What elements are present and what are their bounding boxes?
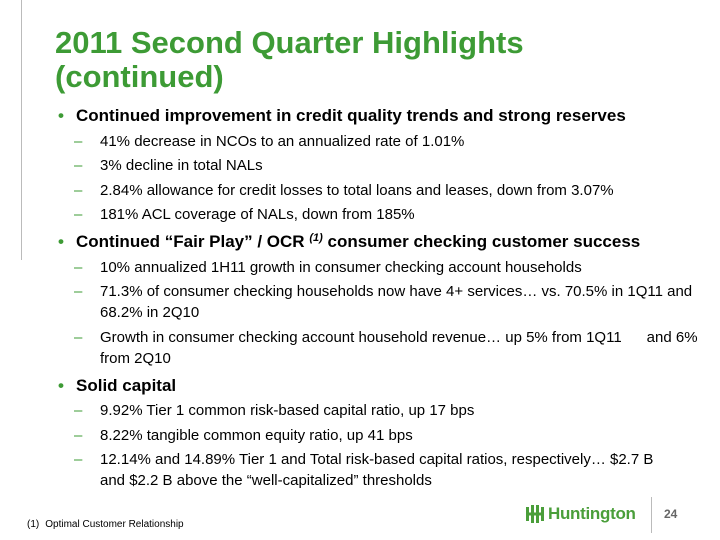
sub-bullet: 3% decline in total NALs [58,155,712,176]
section: Continued improvement in credit quality … [58,105,718,225]
sub-bullet: 2.84% allowance for credit losses to tot… [58,180,712,201]
section: Solid capital 9.92% Tier 1 common risk-ba… [58,375,718,492]
section-heading: Solid capital [58,375,718,397]
sub-bullet: 181% ACL coverage of NALs, down from 185… [58,204,712,225]
separator [651,497,652,533]
heading-text: Continued “Fair Play” / OCR [76,232,310,251]
section-heading: Continued “Fair Play” / OCR (1) consumer… [58,231,718,253]
heading-text: Solid capital [76,375,177,395]
sub-bullet: 41% decrease in NCOs to an annualized ra… [58,131,712,152]
section-heading: Continued improvement in credit quality … [58,105,718,127]
sub-bullet: 9.92% Tier 1 common risk-based capital r… [58,400,712,421]
logo-mark [526,505,544,523]
sub-bullet: 12.14% and 14.89% Tier 1 and Total risk-… [58,449,660,491]
footnote: (1) Optimal Customer Relationship [27,519,190,530]
footnote-marker: (1) [27,519,40,530]
sub-bullet: 8.22% tangible common equity ratio, up 4… [58,425,712,446]
page-number: 24 [664,507,678,521]
logo-text: Huntington [548,504,636,523]
slide-title: 2011 Second Quarter Highlights (continue… [55,25,524,94]
divider-line [21,0,22,260]
sub-bullet: 71.3% of consumer checking households no… [58,281,712,323]
sub-bullet: Growth in consumer checking account hous… [58,327,712,369]
footnote-ref: (1) [309,232,323,244]
bullet-list: Continued improvement in credit quality … [58,99,718,495]
section: Continued “Fair Play” / OCR (1) consumer… [58,231,718,369]
heading-text: consumer checking customer success [322,232,641,251]
heading-text: Continued improvement in credit quality … [76,106,626,125]
sub-bullet: 10% annualized 1H11 growth in consumer c… [58,257,712,278]
logo: Huntington [526,504,636,524]
footnote-text: Optimal Customer Relationship [45,519,184,530]
